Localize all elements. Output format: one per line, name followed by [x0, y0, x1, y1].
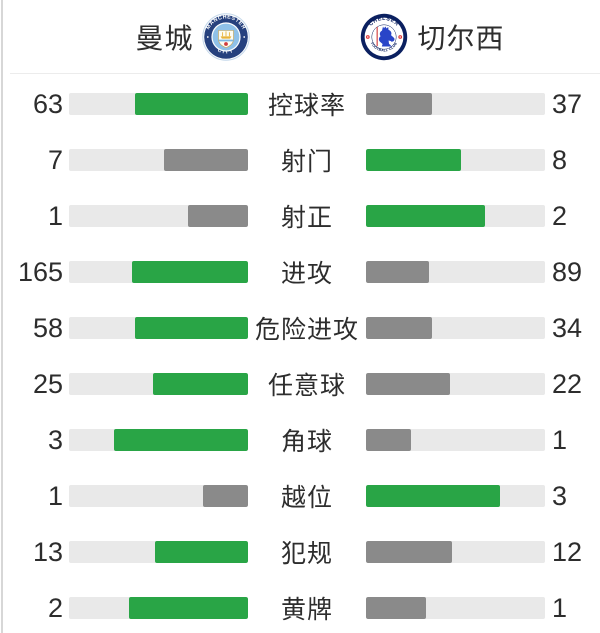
home-value: 2 — [47, 592, 63, 623]
home-value: 25 — [32, 368, 63, 399]
svg-text:CITY: CITY — [216, 47, 235, 55]
stat-row: 3 角球 1 — [0, 412, 600, 468]
stat-row: 1 越位 3 — [0, 468, 600, 524]
home-value: 165 — [17, 256, 63, 287]
stat-row: 7 射门 8 — [0, 132, 600, 188]
away-bar — [366, 261, 545, 283]
stats-list: 63 控球率 37 7 射门 8 1 射正 2 165 — [0, 74, 600, 633]
away-value: 12 — [552, 536, 583, 567]
away-bar — [366, 205, 545, 227]
svg-text:CHELSEA: CHELSEA — [367, 15, 399, 27]
home-bar — [69, 373, 248, 395]
away-value: 3 — [552, 480, 568, 511]
home-bar — [69, 317, 248, 339]
away-bar-fill — [366, 93, 433, 115]
away-bar-fill — [366, 541, 452, 563]
stat-label: 角球 — [280, 428, 333, 456]
stat-label: 控球率 — [267, 92, 346, 120]
away-value: 8 — [552, 144, 568, 175]
away-bar-fill — [366, 261, 429, 283]
home-bar — [69, 205, 248, 227]
home-bar — [69, 541, 248, 563]
away-bar-fill — [366, 485, 501, 507]
away-bar-fill — [366, 597, 426, 619]
away-value: 1 — [552, 592, 568, 623]
stat-label: 越位 — [280, 484, 333, 512]
home-value: 1 — [47, 200, 63, 231]
away-bar — [366, 373, 545, 395]
header-divider — [10, 73, 600, 74]
stat-label: 危险进攻 — [254, 316, 359, 344]
stat-label: 犯规 — [280, 540, 333, 568]
home-bar — [69, 261, 248, 283]
home-value: 63 — [32, 88, 63, 119]
home-value: 1 — [47, 480, 63, 511]
stat-row: 1 射正 2 — [0, 188, 600, 244]
stat-row: 13 犯规 12 — [0, 524, 600, 580]
home-bar-fill — [152, 373, 248, 395]
home-bar-fill — [203, 485, 248, 507]
home-bar-fill — [164, 149, 248, 171]
away-value: 37 — [552, 88, 583, 119]
manchester-city-badge-icon: MANCHESTER CITY — [201, 12, 250, 61]
away-value: 89 — [552, 256, 583, 287]
stat-label: 任意球 — [267, 372, 346, 400]
home-bar — [69, 149, 248, 171]
home-bar-fill — [135, 93, 248, 115]
stat-label: 射门 — [280, 148, 333, 176]
home-bar-fill — [128, 597, 248, 619]
home-bar-fill — [154, 541, 248, 563]
home-bar — [69, 597, 248, 619]
stat-label: 黄牌 — [280, 596, 333, 624]
away-value: 2 — [552, 200, 568, 231]
away-bar-fill — [366, 317, 433, 339]
home-value: 3 — [47, 424, 63, 455]
stat-row: 2 黄牌 1 — [0, 580, 600, 633]
away-value: 34 — [552, 312, 583, 343]
home-value: 58 — [32, 312, 63, 343]
away-team-name: 切尔西 — [417, 22, 505, 54]
away-value: 1 — [552, 424, 568, 455]
home-bar-fill — [113, 429, 248, 451]
away-team: CHELSEA FOOTBALL CLUB 切尔西 — [360, 13, 505, 61]
stat-row: 63 控球率 37 — [0, 76, 600, 132]
away-bar-fill — [366, 149, 462, 171]
away-bar-fill — [366, 429, 411, 451]
home-bar — [69, 485, 248, 507]
away-bar — [366, 317, 545, 339]
stat-label: 进攻 — [280, 260, 333, 288]
home-value: 13 — [32, 536, 63, 567]
away-bar — [366, 429, 545, 451]
stat-row: 165 进攻 89 — [0, 244, 600, 300]
home-team: 曼城 MANCHESTER CITY — [135, 12, 250, 61]
away-bar — [366, 597, 545, 619]
away-value: 22 — [552, 368, 583, 399]
home-bar-fill — [131, 261, 248, 283]
home-bar — [69, 93, 248, 115]
home-value: 7 — [47, 144, 63, 175]
stat-row: 25 任意球 22 — [0, 356, 600, 412]
home-bar-fill — [135, 317, 248, 339]
away-bar — [366, 149, 545, 171]
away-bar — [366, 93, 545, 115]
away-bar — [366, 541, 545, 563]
home-bar-fill — [188, 205, 248, 227]
away-bar-fill — [366, 373, 450, 395]
stat-label: 射正 — [280, 204, 333, 232]
home-bar — [69, 429, 248, 451]
match-header: 曼城 MANCHESTER CITY — [0, 0, 600, 73]
home-team-name: 曼城 — [135, 22, 194, 54]
stat-row: 58 危险进攻 34 — [0, 300, 600, 356]
away-bar-fill — [366, 205, 486, 227]
away-bar — [366, 485, 545, 507]
left-edge-line — [1, 0, 3, 633]
chelsea-badge-icon: CHELSEA FOOTBALL CLUB — [360, 13, 407, 60]
